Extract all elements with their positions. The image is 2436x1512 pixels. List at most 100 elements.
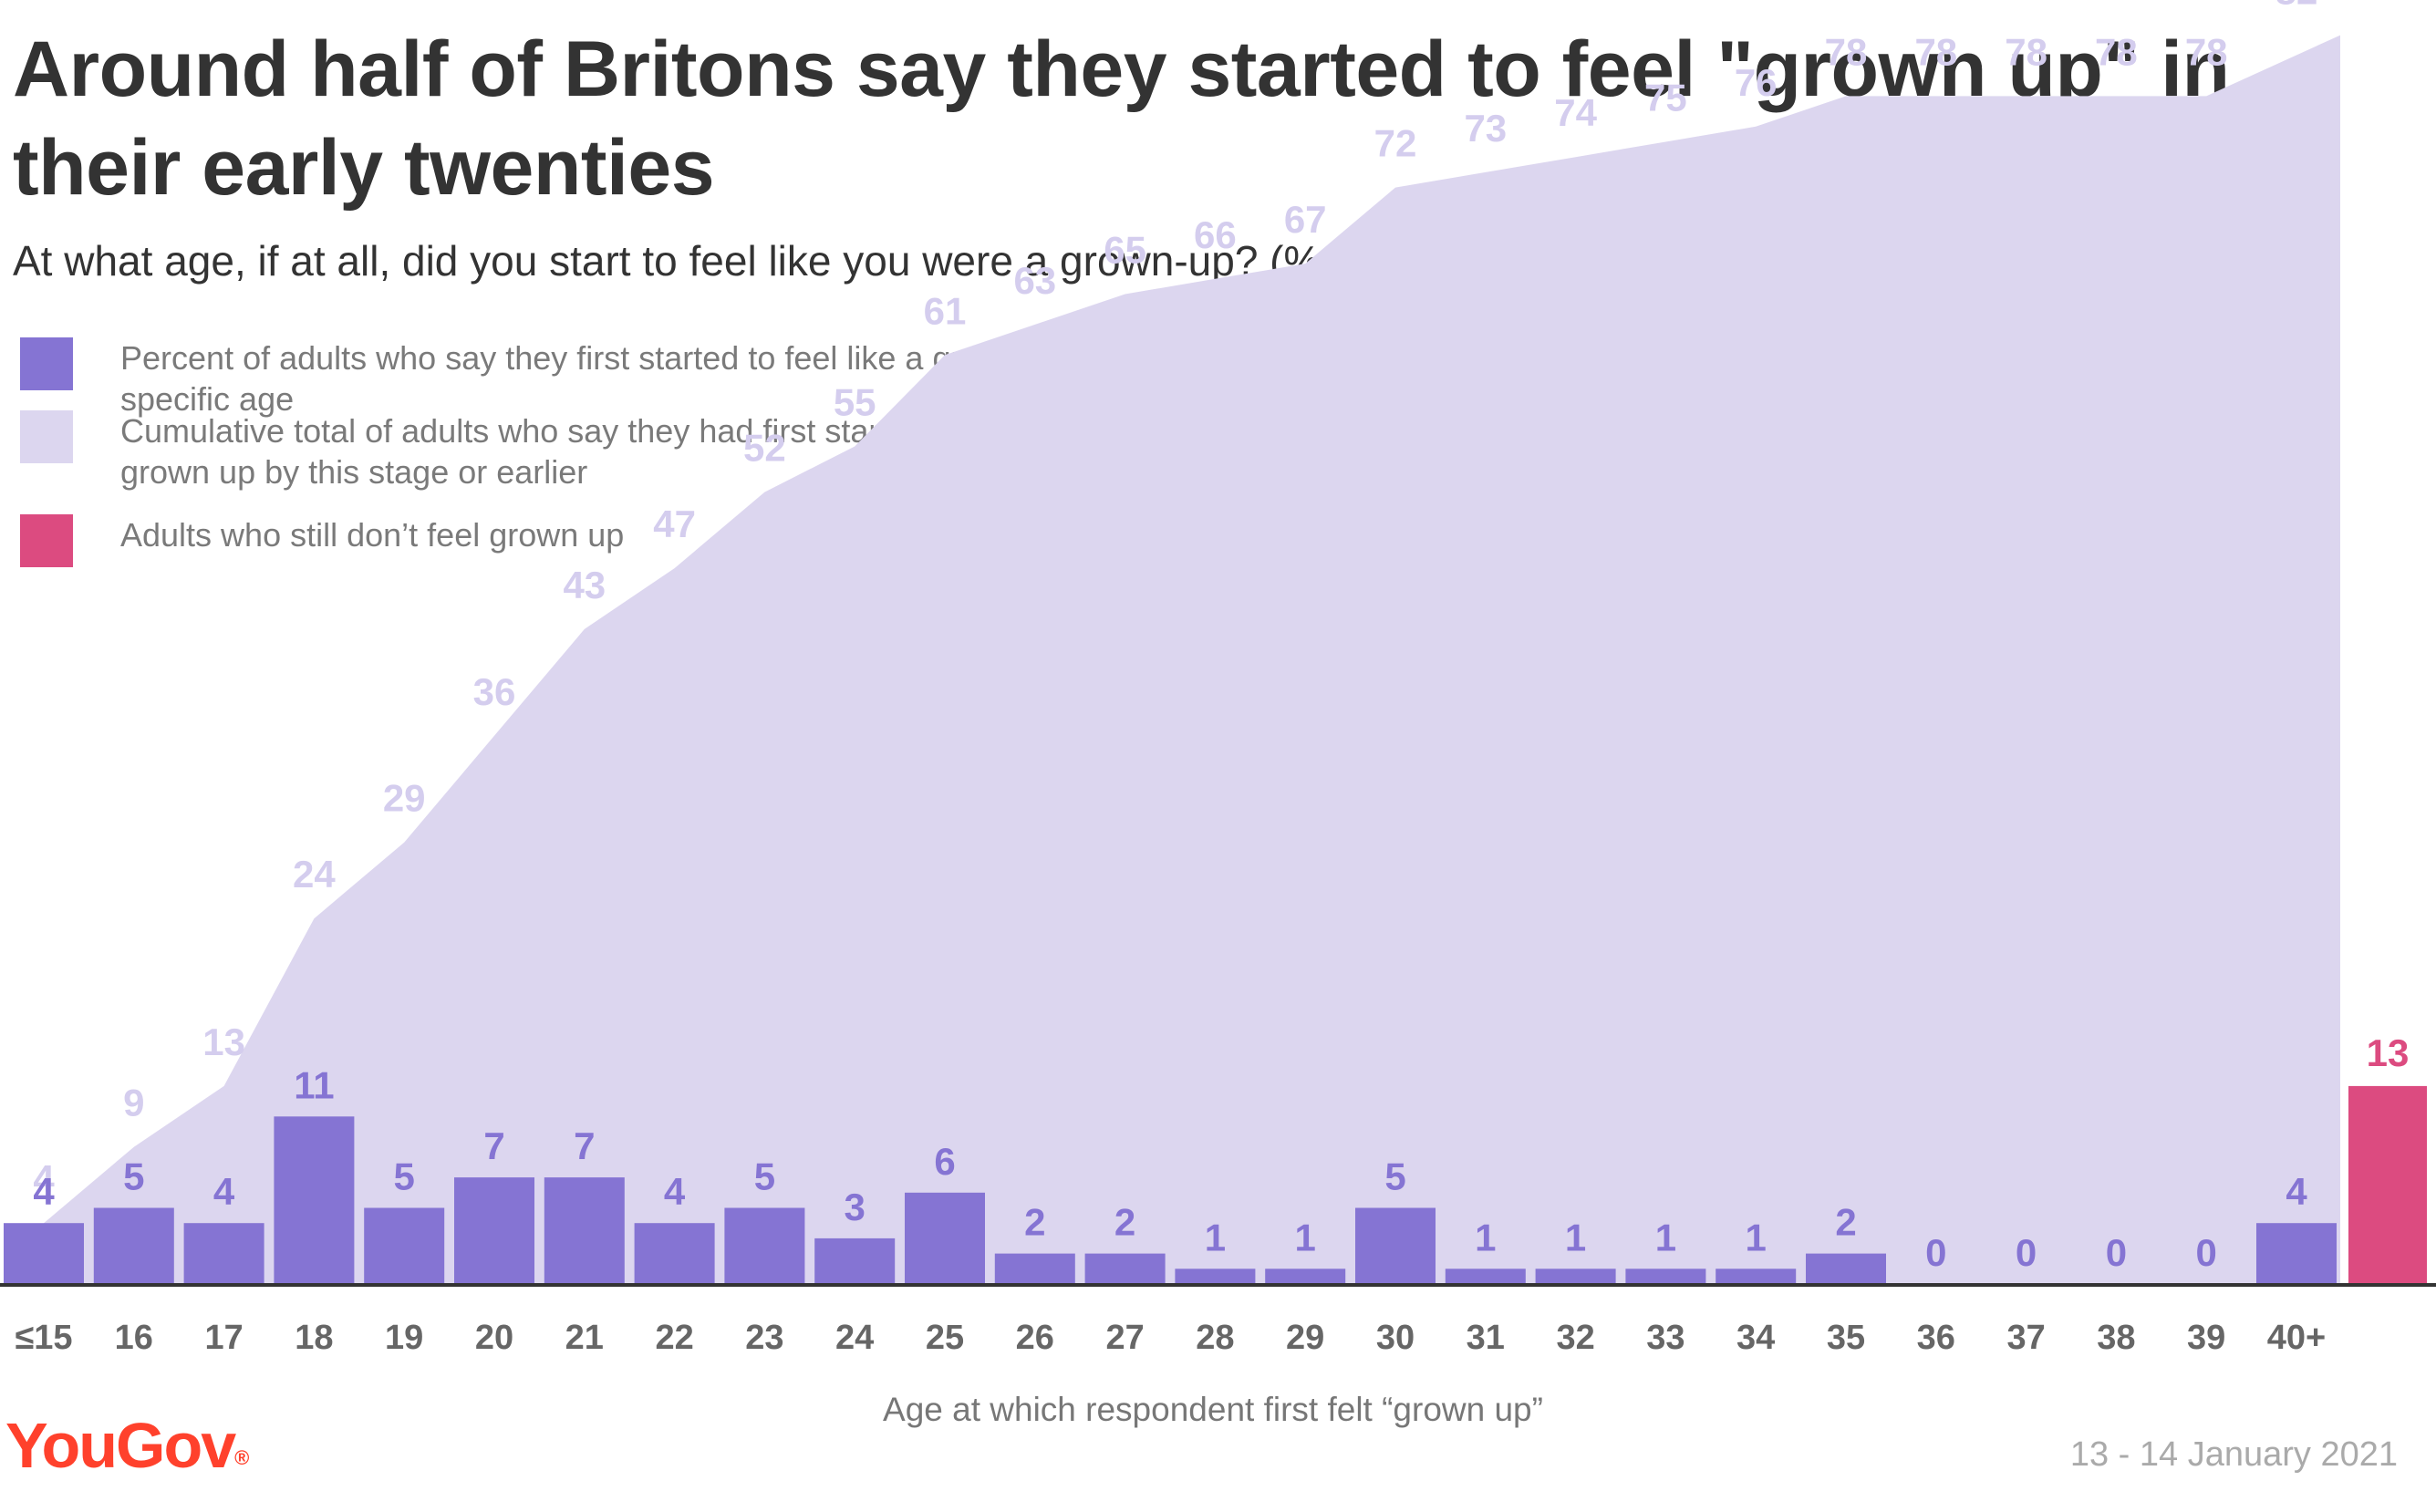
bar-value-label: 4 — [2286, 1170, 2307, 1213]
bar — [1175, 1269, 1256, 1284]
x-tick-label: 25 — [926, 1319, 964, 1357]
bar-value-label: 5 — [1384, 1155, 1405, 1198]
cumulative-label: 52 — [743, 427, 786, 470]
x-tick-label: 32 — [1556, 1319, 1594, 1357]
x-tick-label: 29 — [1286, 1319, 1324, 1357]
bar — [183, 1223, 264, 1284]
cumulative-label: 4 — [33, 1157, 55, 1200]
x-tick-label: ≤15 — [15, 1319, 72, 1357]
bar — [1716, 1269, 1797, 1284]
yougov-logo: YouGov® — [5, 1409, 249, 1482]
bar-value-label: 4 — [664, 1170, 686, 1213]
cumulative-label: 72 — [1374, 122, 1417, 165]
bar — [1084, 1253, 1166, 1284]
bar-value-label: 1 — [1205, 1216, 1226, 1258]
bar-value-label: 2 — [1835, 1201, 1856, 1244]
cumulative-label: 78 — [2185, 30, 2228, 73]
not-grown-up-value-label: 13 — [2367, 1031, 2410, 1074]
bar-value-label: 5 — [123, 1155, 144, 1198]
survey-date: 13 - 14 January 2021 — [2069, 1435, 2398, 1474]
bar-value-label: 6 — [934, 1140, 955, 1183]
cumulative-label: 67 — [1284, 198, 1327, 241]
logo-text: YouGov — [5, 1410, 236, 1481]
cumulative-label: 78 — [2005, 30, 2047, 73]
x-tick-label: 35 — [1827, 1319, 1865, 1357]
bar-value-label: 3 — [845, 1186, 866, 1228]
bar — [1355, 1207, 1436, 1284]
x-tick-label: 30 — [1376, 1319, 1415, 1357]
cumulative-label: 66 — [1194, 213, 1237, 256]
legend-swatch-cumulative — [20, 410, 73, 463]
cumulative-label: 74 — [1554, 91, 1597, 134]
cumulative-label: 47 — [653, 502, 696, 545]
bar — [93, 1207, 174, 1284]
cumulative-label: 61 — [924, 289, 967, 332]
x-tick-label: 21 — [565, 1319, 604, 1357]
bar-value-label: 0 — [2016, 1231, 2037, 1274]
x-tick-label: 38 — [2097, 1319, 2135, 1357]
bar — [1535, 1269, 1616, 1284]
cumulative-label: 43 — [563, 564, 606, 606]
x-tick-label: 19 — [385, 1319, 423, 1357]
x-tick-label: 37 — [2006, 1319, 2045, 1357]
x-axis-title: Age at which respondent first felt “grow… — [883, 1391, 1543, 1428]
bar — [4, 1223, 84, 1284]
cumulative-label: 36 — [473, 670, 516, 713]
bar-value-label: 5 — [394, 1155, 415, 1198]
bar — [2256, 1223, 2337, 1284]
x-tick-label: 22 — [655, 1319, 693, 1357]
bar — [364, 1207, 445, 1284]
cumulative-label: 78 — [1825, 30, 1868, 73]
bar — [994, 1253, 1075, 1284]
x-tick-label: 24 — [835, 1319, 874, 1357]
legend-swatch-specific-age — [20, 337, 73, 390]
bar-value-label: 1 — [1565, 1216, 1586, 1258]
cumulative-label: 63 — [1013, 259, 1056, 302]
x-tick-label: 31 — [1467, 1319, 1505, 1357]
bar — [1265, 1269, 1346, 1284]
x-tick-label: 28 — [1196, 1319, 1234, 1357]
x-tick-label: 34 — [1736, 1319, 1775, 1357]
bar-value-label: 0 — [1925, 1231, 1946, 1274]
chart-title: Around half of Britons say they started … — [13, 26, 2230, 212]
legend-swatch-not-grown-up — [20, 514, 73, 567]
x-tick-label: 18 — [295, 1319, 333, 1357]
bar — [274, 1116, 355, 1284]
cumulative-label: 78 — [2095, 30, 2138, 73]
bar — [454, 1177, 534, 1284]
cumulative-label: 75 — [1644, 77, 1687, 119]
cumulative-label: 78 — [1914, 30, 1957, 73]
bar — [1625, 1269, 1706, 1284]
legend-item-not-grown-up: Adults who still don’t feel grown up — [20, 514, 1169, 567]
not-grown-up-bar — [2348, 1085, 2427, 1284]
bar-value-label: 2 — [1114, 1201, 1135, 1244]
cumulative-label: 82 — [2275, 0, 2318, 13]
bar — [634, 1223, 715, 1284]
bar-value-label: 1 — [1295, 1216, 1316, 1258]
x-tick-label: 26 — [1016, 1319, 1054, 1357]
bar-value-label: 4 — [33, 1170, 55, 1213]
cumulative-label: 76 — [1735, 61, 1778, 104]
x-tick-label: 33 — [1646, 1319, 1684, 1357]
bar-value-label: 2 — [1024, 1201, 1045, 1244]
x-tick-label: 20 — [475, 1319, 513, 1357]
bar-value-label: 1 — [1655, 1216, 1676, 1258]
bar-value-label: 11 — [294, 1063, 334, 1106]
x-tick-label: 36 — [1917, 1319, 1955, 1357]
x-tick-label: 16 — [115, 1319, 153, 1357]
bar-value-label: 7 — [574, 1124, 595, 1167]
legend-label-not-grown-up: Adults who still don’t feel grown up — [120, 516, 625, 554]
bar — [1806, 1253, 1886, 1284]
bar — [905, 1192, 985, 1284]
x-tick-label: 17 — [204, 1319, 243, 1357]
bar-value-label: 5 — [754, 1155, 775, 1198]
x-tick-label: 40+ — [2267, 1319, 2326, 1357]
bar-value-label: 1 — [1475, 1216, 1496, 1258]
bar — [1445, 1269, 1526, 1284]
registered-mark: ® — [234, 1446, 250, 1469]
bar — [814, 1238, 896, 1284]
x-tick-label: 27 — [1105, 1319, 1144, 1357]
cumulative-label: 13 — [202, 1020, 245, 1063]
cumulative-label: 73 — [1464, 107, 1507, 150]
